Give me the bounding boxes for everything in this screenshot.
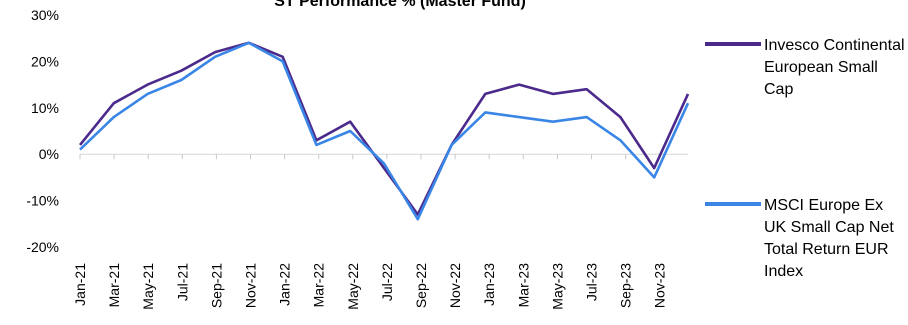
x-tick-label: Nov-21: [243, 263, 259, 308]
x-tick-label: Nov-23: [652, 263, 668, 308]
x-tick-label: Jan-22: [277, 263, 293, 306]
x-tick-label: Jul-21: [174, 263, 190, 301]
x-tick-label: Jan-23: [481, 263, 497, 306]
x-axis: Jan-21 Mar-21 May-21 Jul-21 Sep-21 Nov-21 Jan-…: [72, 154, 668, 310]
y-tick-label: 30%: [31, 7, 59, 23]
x-tick-label: Jul-22: [379, 263, 395, 301]
x-tick-label: Sep-23: [618, 263, 634, 308]
legend-label-fund: Invesco Continental European Small Cap: [764, 37, 905, 98]
series-layer: [78, 41, 690, 221]
x-tick-label: Jul-23: [584, 263, 600, 301]
x-tick-label: Mar-23: [515, 263, 531, 308]
y-tick-label: 0%: [39, 146, 59, 162]
x-tick-label: Mar-21: [106, 263, 122, 308]
y-tick-label: 10%: [31, 100, 59, 116]
chart-title: ST Performance % (Master Fund): [274, 0, 526, 10]
x-tick-label: May-21: [140, 263, 156, 310]
y-tick-label: 20%: [31, 53, 59, 69]
legend-label-index: MSCI Europe Ex UK Small Cap Net Total Re…: [764, 197, 894, 280]
y-axis: 30% 20% 10% 0% -10% -20%: [26, 7, 59, 255]
series-line-index: [79, 41, 690, 221]
y-tick-label: -20%: [26, 239, 59, 255]
x-tick-label: Sep-21: [208, 263, 224, 308]
x-tick-label: Nov-22: [447, 263, 463, 308]
x-tick-label: May-23: [549, 263, 565, 310]
x-tick-label: Sep-22: [413, 263, 429, 308]
x-tick-label: Jan-21: [72, 263, 88, 306]
legend-swatch-fund: [705, 42, 761, 46]
x-tick-label: Mar-22: [311, 263, 327, 308]
y-tick-label: -10%: [26, 193, 59, 209]
series-line-fund: [78, 41, 690, 216]
legend-swatch-index: [705, 202, 761, 206]
x-tick-label: May-22: [345, 263, 361, 310]
